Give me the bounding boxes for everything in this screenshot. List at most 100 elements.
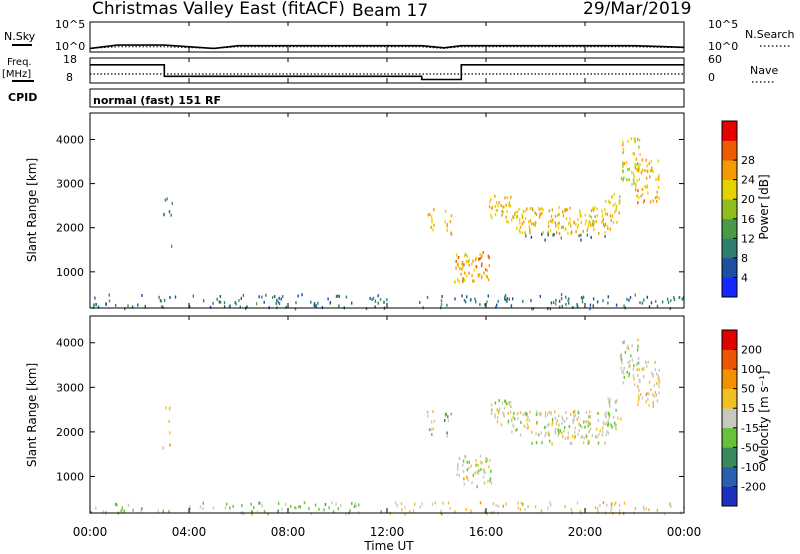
velocity-range-time-point-239: [485, 460, 487, 463]
power-range-time-point-303: [494, 204, 496, 208]
velocity-colorbar: 200 100 50 15 -15 -50 -100 -200: [721, 329, 766, 507]
velocity-range-time-point-76: [310, 512, 313, 516]
velocity-range-time-point-75: [116, 503, 118, 507]
power-range-time-point-186: [188, 305, 191, 309]
power-range-time-point-160: [565, 295, 567, 299]
velocity-range-time-point-417: [595, 435, 597, 439]
power-range-time-point-561: [650, 169, 653, 172]
power-range-time-point-421: [596, 214, 598, 218]
velocity-range-time-point-110: [404, 512, 406, 516]
power-range-time-point-450: [551, 208, 553, 212]
velocity-range-time-point-340: [551, 423, 553, 427]
power-range-time-point-323: [516, 226, 518, 230]
power-range-time-point-94: [469, 298, 472, 302]
power-range-time-point-427: [524, 209, 526, 213]
power-range-time-point-262: [457, 262, 459, 266]
power-range-time-point-280: [488, 256, 490, 260]
velocity-range-time-point-43: [277, 502, 280, 505]
velocity-range-time-point-35: [281, 507, 283, 511]
velocity-range-time-point-292: [527, 415, 529, 419]
cpid-frame: [89, 88, 685, 108]
velocity-range-time-point-28: [251, 512, 253, 516]
velocity-range-time-point-269: [494, 413, 496, 417]
velocity-range-time-point-546: [645, 400, 647, 404]
power-range-time-point-267: [463, 278, 466, 282]
y-tick-label-1: 2000: [56, 426, 84, 439]
power-range-time-point-529: [639, 163, 641, 167]
power-range-time-point-501: [630, 137, 633, 141]
velocity-range-time-point-69: [157, 509, 159, 513]
velocity-range-time-point-494: [622, 341, 624, 344]
power-range-time-point-428: [593, 206, 596, 210]
nsky-tick-top: 10^5: [55, 18, 85, 31]
velocity-range-time-point-372: [562, 418, 564, 421]
vel-cbar-tick-label-2: 50: [741, 383, 755, 396]
power-range-time-point-499: [611, 215, 613, 219]
power-range-time-point-193: [581, 300, 584, 304]
velocity-range-time-point-431: [535, 441, 538, 445]
power-range-time-point-415: [532, 208, 534, 212]
power-range-time-point-424: [557, 222, 559, 226]
beam-label: Beam 17: [352, 1, 428, 21]
velocity-range-time-point-398: [589, 427, 592, 431]
velocity-range-time-point-458: [613, 416, 615, 419]
velocity-range-time-point-447: [610, 423, 612, 427]
power-range-time-point-165: [558, 299, 561, 303]
power-range-time-point-312: [509, 204, 512, 208]
power-range-time-point-192: [285, 305, 287, 309]
power-range-time-point-539: [628, 167, 630, 171]
power-range-time-point-69: [643, 298, 645, 302]
power-range-time-point-50: [565, 302, 567, 306]
power-range-time-point-261: [453, 280, 456, 284]
velocity-range-time-point-357: [551, 420, 554, 424]
power-range-time-point-180: [559, 305, 561, 309]
power-range-time-point-286: [501, 209, 503, 213]
velocity-range-time-point-439: [549, 439, 551, 443]
velocity-range-time-point-368: [596, 412, 599, 415]
power-range-time-point-238: [468, 258, 470, 262]
power-range-time-point-23: [374, 299, 377, 303]
power-range-time-point-474: [552, 233, 554, 237]
power-range-time-point-154: [212, 301, 214, 305]
power-range-time-point-578: [643, 199, 646, 203]
power-range-time-point-367: [519, 221, 521, 225]
power-range-time-point-203: [429, 212, 431, 216]
velocity-range-time-point-555: [658, 368, 660, 372]
power-range-time-point-84: [282, 295, 284, 299]
power-range-time-point-472: [553, 233, 555, 236]
velocity-range-time-point-248: [508, 401, 510, 405]
power-range-time-point-108: [673, 298, 676, 302]
x-tick-label-3: 12:00: [370, 525, 405, 539]
power-range-time-point-142: [277, 300, 280, 304]
power-range-time-point-46: [280, 297, 282, 301]
power-range-time-point-560: [650, 160, 652, 164]
velocity-range-time-point-300: [524, 411, 527, 415]
vel-cbar-swatch-1: [722, 466, 737, 487]
velocity-range-time-point-77: [570, 508, 572, 511]
power-range-time-point-542: [638, 138, 641, 142]
power-range-time-point-533: [639, 153, 641, 156]
velocity-range-time-point-422: [556, 419, 558, 423]
power-range-time-point-567: [637, 165, 639, 169]
power-range-time-point-11: [278, 302, 281, 306]
power-range-time-point-48: [160, 299, 162, 303]
velocity-range-time-point-384: [578, 429, 580, 433]
power-range-time-point-237: [473, 268, 475, 272]
power-range-time-point-433: [526, 207, 528, 211]
velocity-range-time-point-554: [658, 381, 660, 385]
velocity-range-time-point-362: [527, 425, 529, 429]
velocity-range-time-point-535: [637, 385, 639, 389]
velocity-range-time-point-241: [474, 471, 476, 475]
velocity-range-time-point-78: [495, 503, 497, 507]
velocity-range-time-point-82: [414, 502, 416, 506]
power-range-time-point-543: [622, 161, 624, 165]
velocity-range-time-point-96: [401, 508, 403, 512]
power-range-time-point-9: [607, 301, 609, 305]
velocity-range-time-point-39: [141, 507, 143, 511]
velocity-range-time-point-389: [589, 422, 591, 426]
power-range-time-point-316: [521, 231, 524, 235]
power-range-time-point-520: [631, 170, 633, 174]
power-range-time-point-183: [626, 297, 628, 301]
velocity-range-time-point-243: [483, 470, 486, 474]
power-range-time-point-392: [528, 225, 530, 229]
